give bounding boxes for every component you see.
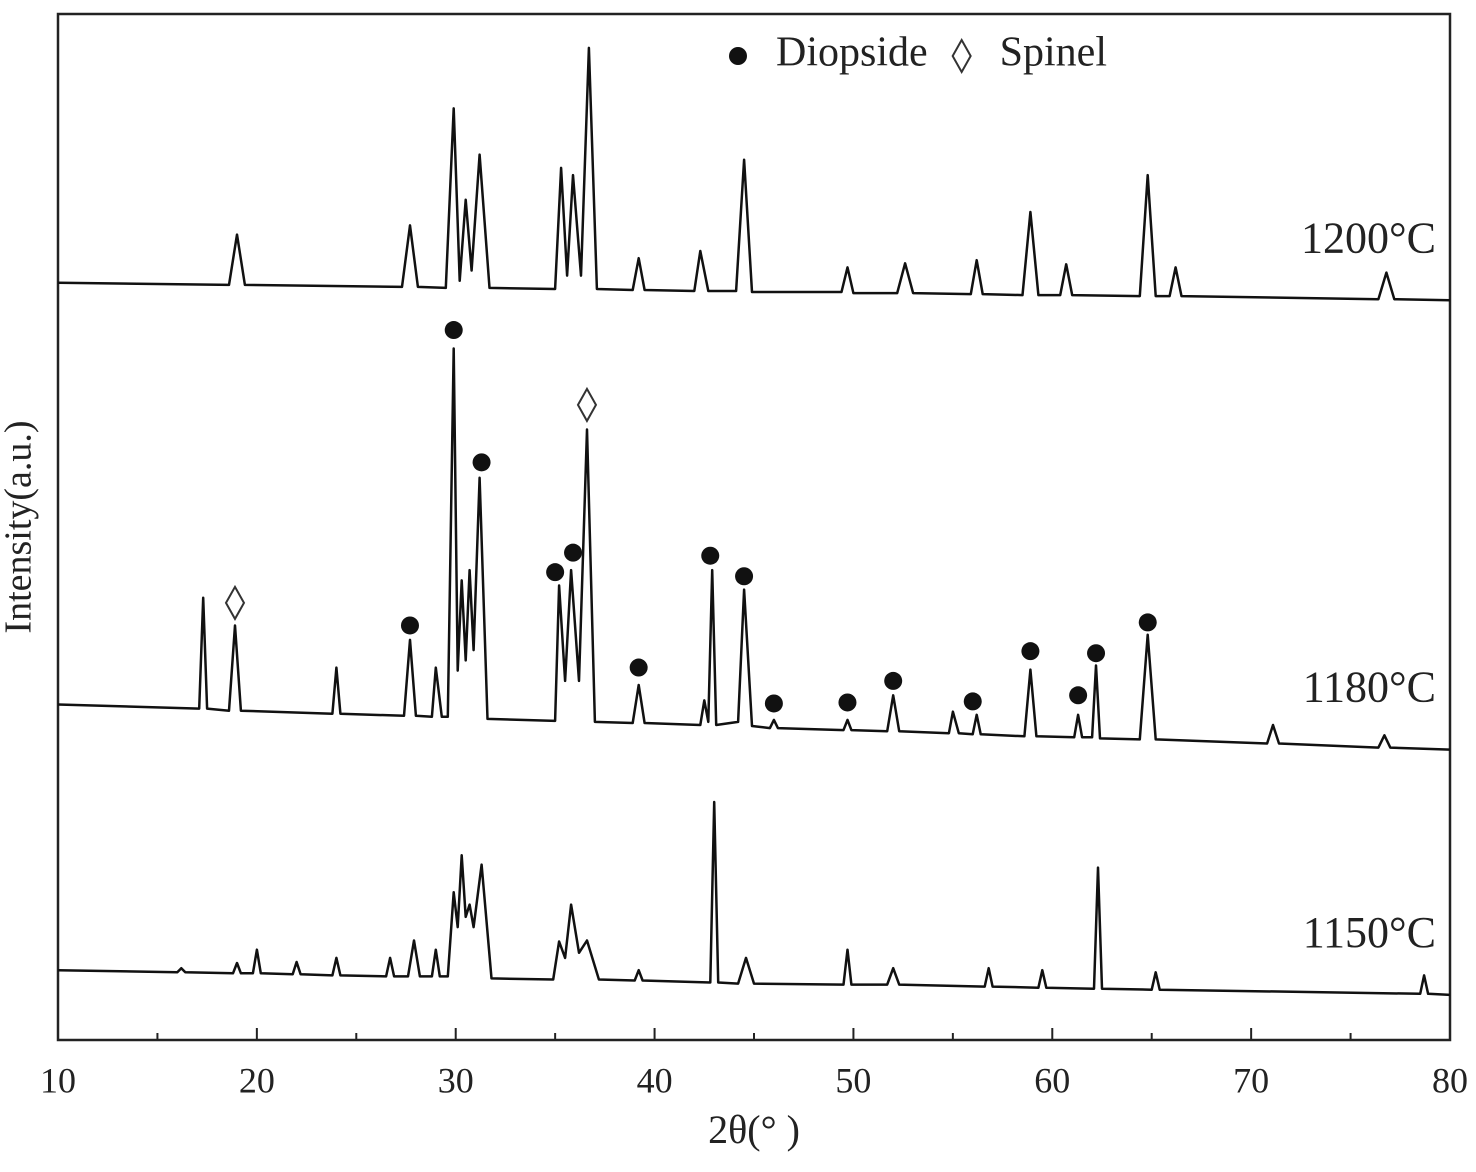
diopside-marker [546, 563, 565, 582]
diopside-marker [1138, 613, 1157, 632]
diopside-marker [1087, 644, 1106, 663]
x-tick-label: 40 [637, 1060, 673, 1100]
diopside-marker [735, 567, 754, 586]
xrd-trace [57, 347, 1451, 751]
series-label: 1150°C [1303, 908, 1436, 957]
diopside-marker [838, 693, 857, 712]
xrd-trace [57, 46, 1451, 302]
diopside-marker [884, 671, 903, 690]
spinel-marker [224, 584, 246, 621]
x-axis-label: 2θ(° ) [708, 1107, 800, 1152]
x-tick-label: 80 [1432, 1060, 1468, 1100]
diopside-marker [963, 692, 982, 711]
plot-frame [56, 12, 1452, 1042]
x-tick-label: 20 [239, 1060, 275, 1100]
legend-symbol [729, 47, 747, 65]
series-label: 1200°C [1301, 213, 1436, 262]
x-tick-label: 50 [835, 1060, 871, 1100]
diopside-marker [1069, 686, 1088, 705]
legend-symbol [951, 37, 972, 75]
legend-label: Diopside [776, 30, 928, 76]
diopside-marker [701, 546, 720, 565]
xrd-trace [57, 800, 1451, 997]
diopside-marker [629, 658, 648, 677]
x-tick-label: 70 [1233, 1060, 1269, 1100]
spinel-marker [576, 386, 598, 423]
diopside-marker [764, 694, 783, 713]
x-tick-label: 60 [1034, 1060, 1070, 1100]
diopside-marker [400, 616, 419, 635]
diopside-marker [472, 453, 491, 472]
diopside-marker [1021, 642, 1040, 661]
x-tick-label: 30 [438, 1060, 474, 1100]
diopside-marker [444, 321, 463, 340]
diopside-marker [564, 543, 583, 562]
x-tick-label: 10 [40, 1060, 76, 1100]
series-label: 1180°C [1303, 663, 1436, 712]
y-axis-label: Intensity(a.u.) [0, 420, 40, 633]
legend-label: Spinel [1000, 30, 1107, 76]
